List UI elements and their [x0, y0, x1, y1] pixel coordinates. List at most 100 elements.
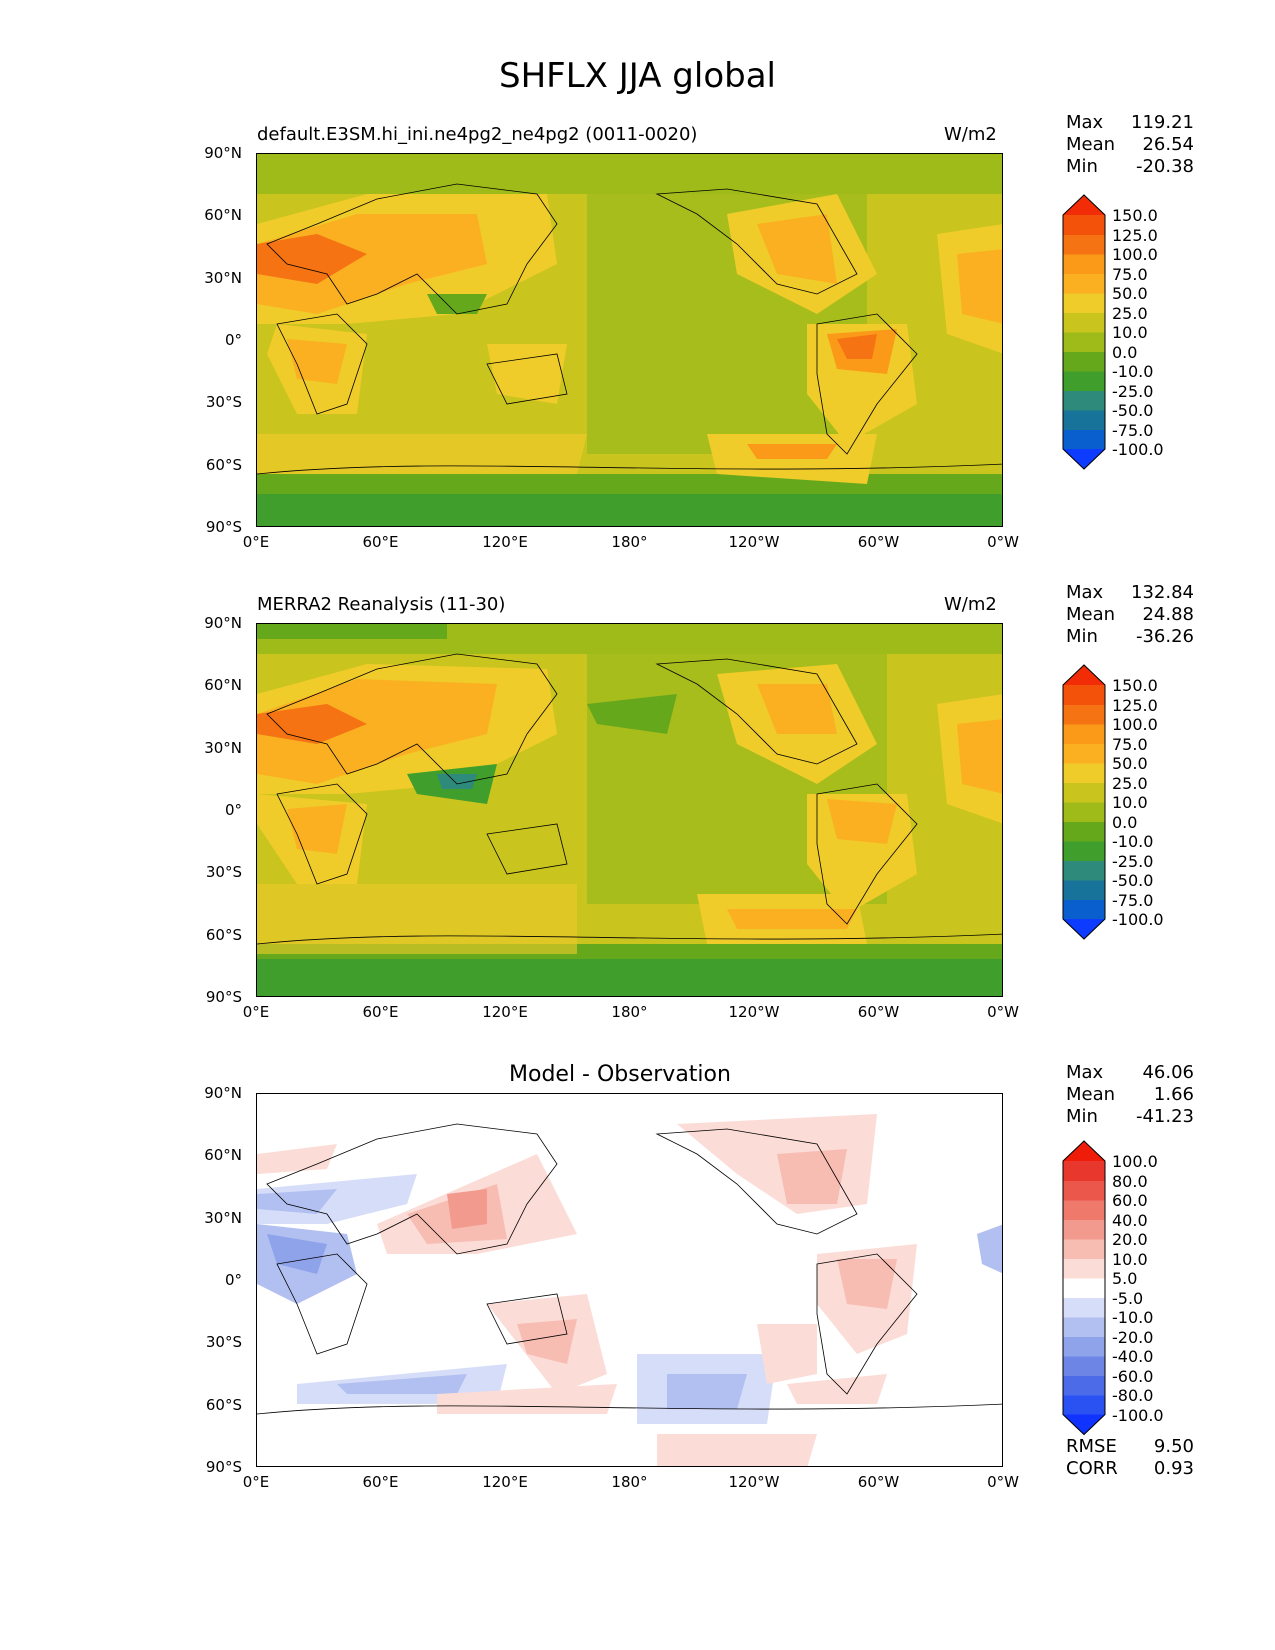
panel-center-title: Model - Observation: [509, 1062, 731, 1087]
colorbar-tick-label: 100.0: [1112, 245, 1158, 264]
lat-tick-label: 60°N: [204, 206, 242, 225]
colorbar-tick-label: -75.0: [1112, 420, 1154, 440]
corr-label: CORR: [1066, 1458, 1118, 1479]
lat-tick-label: 30°N: [204, 738, 242, 757]
lat-tick-label: 90°S: [205, 988, 242, 1006]
panel-left-title: default.E3SM.hi_ini.ne4pg2_ne4pg2 (0011-…: [257, 124, 698, 145]
colorbar-extend-min: [1063, 919, 1105, 939]
map-difference: [256, 1093, 1003, 1467]
colorbar-tick-label: -20.0: [1112, 1327, 1154, 1347]
colorbar-tick-label: -100.0: [1112, 1405, 1164, 1425]
panel-units: W/m2: [944, 594, 997, 615]
lat-tick-label: 60°N: [204, 1146, 242, 1165]
colorbar-segment: [1063, 1317, 1105, 1337]
lat-tick-label: 90°S: [205, 518, 242, 536]
map-model: [256, 153, 1003, 527]
lat-tick-label: 90°N: [204, 144, 242, 162]
lon-tick-label: 0°W: [987, 1003, 1019, 1021]
lon-tick-label: 0°W: [987, 1473, 1019, 1491]
colorbar-tick-label: -5.0: [1112, 1288, 1144, 1308]
colorbar-segment: [1063, 782, 1105, 803]
colorbar-segment: [1063, 1336, 1105, 1357]
lon-tick-label: 120°W: [728, 1003, 780, 1021]
lon-tick-label: 120°W: [728, 1473, 780, 1491]
colorbar-segment: [1063, 1395, 1105, 1415]
colorbar-segment: [1063, 1219, 1105, 1240]
panel-model: default.E3SM.hi_ini.ne4pg2_ne4pg2 (0011-…: [0, 0, 1275, 527]
colorbar-tick-label: 125.0: [1112, 225, 1158, 245]
colorbar-tick-label: -25.0: [1112, 851, 1154, 871]
colorbar-segment: [1063, 332, 1105, 352]
colorbar-tick-label: 40.0: [1112, 1210, 1148, 1230]
lon-tick-label: 60°W: [857, 533, 900, 551]
colorbar-segment: [1063, 841, 1105, 861]
rmse-value: 9.50: [1153, 1436, 1194, 1457]
mean-label: Mean: [1066, 604, 1116, 625]
lon-tick-label: 0°E: [242, 1473, 270, 1491]
colorbar: [1062, 664, 1106, 944]
colorbar-segment: [1063, 1258, 1105, 1279]
lon-tick-label: 120°W: [728, 533, 780, 551]
lon-tick-label: 180°: [611, 533, 648, 551]
colorbar-tick-label: -40.0: [1112, 1347, 1154, 1366]
lat-tick-label: 0°: [224, 331, 242, 349]
lon-tick-label: 120°E: [482, 533, 528, 551]
colorbar-segment: [1063, 390, 1105, 411]
colorbar-segment: [1063, 724, 1105, 744]
colorbar-tick-label: -100.0: [1112, 910, 1164, 929]
colorbar-segment: [1063, 351, 1105, 372]
lat-tick-label: 30°S: [205, 863, 242, 882]
min-label: Min: [1066, 156, 1098, 177]
max-label: Max: [1066, 112, 1104, 133]
colorbar-tick-label: -10.0: [1112, 362, 1154, 381]
max-label: Max: [1066, 582, 1104, 603]
colorbar-segment: [1063, 234, 1105, 255]
mean-value: 24.88: [1142, 604, 1194, 625]
stats-box: Max 132.84 Mean 24.88 Min -36.26: [1066, 582, 1194, 648]
lat-tick-label: 30°S: [205, 1333, 242, 1352]
colorbar: [1062, 194, 1106, 474]
colorbar-tick-label: 10.0: [1112, 323, 1148, 342]
lon-tick-label: 0°E: [242, 533, 270, 551]
rmse-label: RMSE: [1066, 1436, 1117, 1457]
panel-left-title: MERRA2 Reanalysis (11-30): [257, 594, 506, 615]
min-value: -41.23: [1135, 1106, 1194, 1127]
lat-tick-label: 60°S: [205, 455, 242, 474]
lat-tick-label: 90°N: [204, 614, 242, 632]
metrics-box: RMSE 9.50 CORR 0.93: [1066, 1436, 1194, 1480]
lat-tick-label: 30°N: [204, 1208, 242, 1227]
mean-label: Mean: [1066, 1084, 1116, 1105]
mean-value: 1.66: [1153, 1084, 1194, 1105]
colorbar-segment: [1063, 1180, 1105, 1201]
colorbar-segment: [1063, 215, 1105, 235]
figure-title: SHFLX JJA global: [499, 56, 776, 96]
lon-tick-label: 0°E: [242, 1003, 270, 1021]
lat-tick-label: 0°: [224, 801, 242, 819]
colorbar-segment: [1063, 704, 1105, 725]
colorbar: [1062, 1140, 1106, 1440]
colorbar-tick-label: -25.0: [1112, 381, 1154, 401]
max-value: 46.06: [1142, 1062, 1194, 1083]
lat-tick-label: 60°S: [205, 925, 242, 944]
colorbar-extend-min: [1063, 449, 1105, 469]
colorbar-tick-label: 75.0: [1112, 264, 1148, 284]
colorbar-tick-label: 100.0: [1112, 1152, 1158, 1171]
colorbar-segment: [1063, 1200, 1105, 1220]
lon-tick-label: 60°W: [857, 1003, 900, 1021]
lat-tick-label: 0°: [224, 1271, 242, 1289]
colorbar-tick-label: 20.0: [1112, 1230, 1148, 1249]
colorbar-extend-max: [1063, 1141, 1105, 1161]
colorbar-segment: [1063, 860, 1105, 881]
lon-tick-label: 180°: [611, 1003, 648, 1021]
lat-tick-label: 60°S: [205, 1395, 242, 1414]
colorbar-tick-label: 10.0: [1112, 1249, 1148, 1269]
min-label: Min: [1066, 626, 1098, 647]
colorbar-tick-label: -50.0: [1112, 871, 1154, 890]
corr-value: 0.93: [1153, 1458, 1194, 1479]
min-label: Min: [1066, 1106, 1098, 1127]
max-label: Max: [1066, 1062, 1104, 1083]
lon-tick-label: 180°: [611, 1473, 648, 1491]
max-value: 119.21: [1131, 112, 1194, 133]
colorbar-tick-label: 125.0: [1112, 695, 1158, 715]
colorbar-segment: [1063, 1375, 1105, 1396]
